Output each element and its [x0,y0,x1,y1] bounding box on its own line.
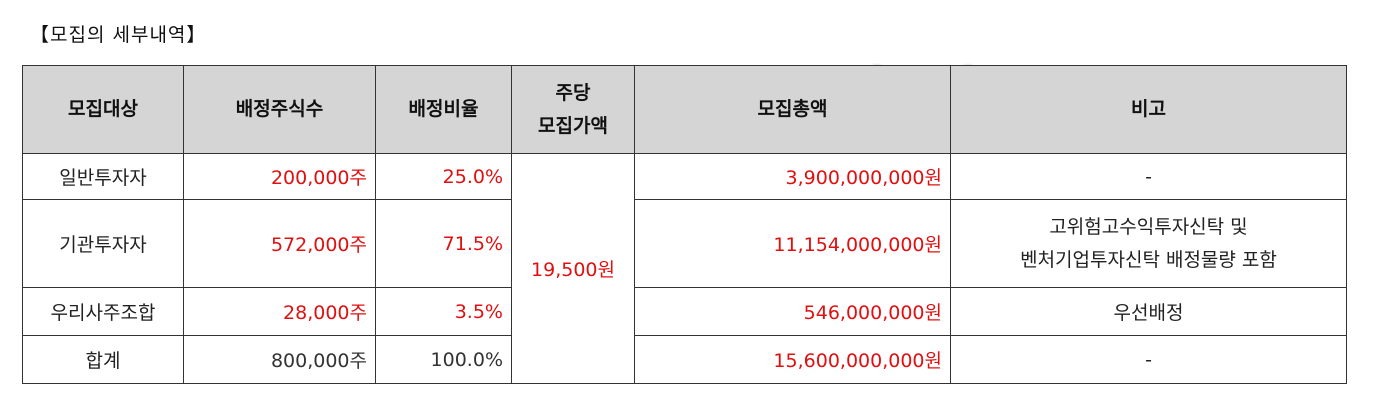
cell-note: 우선배정 [950,287,1347,336]
cell-target: 우리사주조합 [22,287,184,336]
header-price-line1: 주당 [555,81,591,104]
cell-note: 고위험고수익투자신탁 및 벤처기업투자신탁 배정물량 포함 [950,199,1347,288]
table-row: 일반투자자 200,000주 25.0% 19,500원 3,900,000,0… [22,153,1347,384]
header-ratio: 배정비율 [375,65,512,154]
cell-note: - [950,153,1347,200]
cell-total: 15,600,000,000원 [634,335,951,384]
table-row: 우리사주조합 28,000주 3.5% 546,000,000원 우선배정 [22,287,1347,336]
header-price: 주당 모집가액 [511,65,635,154]
header-note: 비고 [950,65,1347,154]
header-total: 모집총액 [634,65,951,154]
cell-target: 합계 [22,335,184,384]
cell-total: 3,900,000,000원 [634,153,951,200]
cell-total: 546,000,000원 [634,287,951,336]
cell-target: 일반투자자 [22,153,184,200]
header-target: 모집대상 [22,65,184,154]
cell-shares: 800,000주 [183,335,376,384]
cell-note-line2: 벤처기업투자신탁 배정물량 포함 [1020,248,1277,271]
cell-shares: 572,000주 [183,199,376,288]
cell-total: 11,154,000,000원 [634,199,951,288]
header-row: 모집대상 배정주식수 배정비율 주당 모집가액 모집총액 비고 [22,65,1347,154]
header-price-line2: 모집가액 [538,114,608,137]
table-row: 기관투자자 572,000주 71.5% 11,154,000,000원 고위험… [22,199,1347,288]
cell-ratio: 71.5% [375,199,512,288]
cell-ratio: 25.0% [375,153,512,200]
cell-shares: 200,000주 [183,153,376,200]
cell-ratio: 3.5% [375,287,512,336]
cell-note: - [950,335,1347,384]
offering-breakdown-table: 모집대상 배정주식수 배정비율 주당 모집가액 모집총액 비고 일반투자자 20… [22,65,1347,384]
header-shares: 배정주식수 [183,65,376,154]
table-row-total: 합계 800,000주 100.0% 15,600,000,000원 - [22,335,1347,384]
cell-target: 기관투자자 [22,199,184,288]
cell-ratio: 100.0% [375,335,512,384]
cell-shares: 28,000주 [183,287,376,336]
cell-note-line1: 고위험고수익투자신탁 및 [1049,215,1248,238]
section-title: 【모집의 세부내역】 [30,24,207,46]
cell-offer-price: 19,500원 [511,153,635,384]
